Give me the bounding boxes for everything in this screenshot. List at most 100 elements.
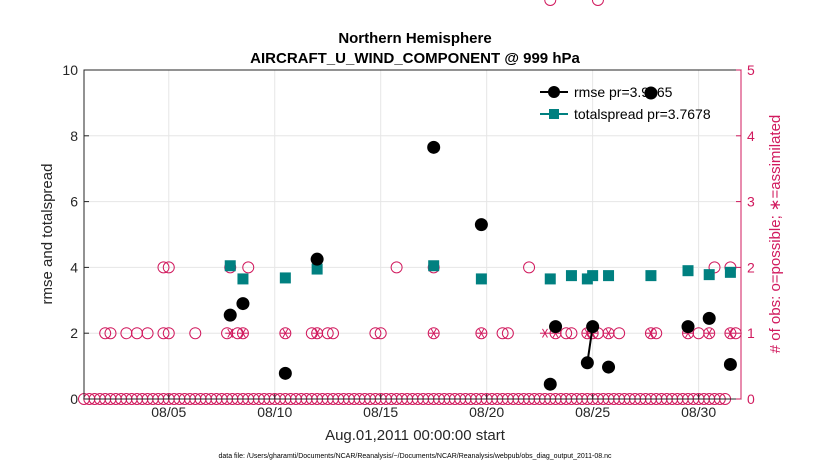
obs-possible-point [141,327,154,340]
asterisk-stroke [706,328,713,338]
asterisk-stroke [282,328,289,338]
rmse-point [586,320,600,334]
x-tick-label: 08/10 [257,404,292,420]
legend-rmse-label: rmse pr=3.9165 [574,84,673,100]
obs-assimilated-point [428,328,439,338]
obs-assimilated-point [280,328,291,338]
rmse-point [681,320,695,334]
chart-subtitle: AIRCRAFT_U_WIND_COMPONENT @ 999 hPa [250,50,580,67]
totalspread-point [224,260,236,272]
totalspread-point [682,265,694,277]
rmse-point [580,356,594,370]
asterisk-stroke [430,328,437,338]
x-tick-label: 08/20 [469,404,504,420]
obs-possible-point [560,327,573,340]
asterisk-stroke [227,328,234,338]
footnote: data file: /Users/gharamti/Documents/NCA… [218,453,612,460]
obs-assimilated-series [225,328,736,338]
obs-possible-point [321,327,334,340]
rmse-point [602,360,616,374]
obs-assimilated-point [476,328,487,338]
y2-axis-ticks: 0 1 2 3 4 5 [736,62,755,407]
totalspread-point [475,273,487,285]
totalspread-point [311,263,323,275]
totalspread-point [645,270,657,282]
y-axis-label: rmse and totalspread [39,164,56,305]
obs-possible-point [427,327,440,340]
rmse-point [278,366,292,380]
y2-tick-label: 4 [747,128,755,144]
x-axis-ticks: 08/05 08/10 08/15 08/20 08/25 08/30 [151,394,716,420]
rmse-point [310,252,324,266]
obs-possible-point [390,261,403,274]
obs-assimilated-point [645,328,656,338]
y-tick-label: 4 [70,259,78,275]
rmse-point [723,357,737,371]
x-axis-label: Aug.01,2011 00:00:00 start [325,427,506,444]
rmse-point [549,320,563,334]
obs-assimilated-point [312,328,323,338]
obs-possible-point [162,327,175,340]
obs-possible-point [242,261,255,274]
obs-assimilated-point [603,328,614,338]
obs-possible-point [104,327,117,340]
obs-possible-point [162,261,175,274]
obs-possible-point [157,261,170,274]
obs-possible-point [475,327,488,340]
rmse-point [644,86,658,100]
rmse-point [427,140,441,154]
obs-possible-point [189,327,202,340]
obs-possible-point [157,327,170,340]
asterisk-stroke [727,328,734,338]
legend-totalspread-marker [549,109,559,119]
totalspread-point [279,272,291,284]
obs-possible-point [236,327,249,340]
obs-assimilated-point [539,328,550,338]
rmse-point [236,297,250,311]
y2-tick-label: 2 [747,259,755,275]
x-tick-label: 08/15 [363,404,398,420]
totalspread-point [565,270,577,282]
totalspread-point [587,270,599,282]
obs-possible-point [644,327,657,340]
asterisk-stroke [314,328,321,338]
legend: rmse pr=3.9165 totalspread pr=3.7678 [540,84,711,122]
x-tick-label: 08/05 [151,404,186,420]
legend-totalspread-label: totalspread pr=3.7678 [574,106,711,122]
asterisk-stroke [240,328,246,338]
chart-title: Northern Hemisphere [338,30,491,47]
obs-possible-point [565,327,578,340]
totalspread-point [544,273,556,285]
obs-possible-point [369,327,382,340]
obs-assimilated-point [704,328,715,338]
rmse-point [702,311,716,325]
totalspread-point [237,273,249,285]
asterisk-stroke [478,328,485,338]
y-axis-ticks: 0 2 4 6 8 10 [62,62,89,407]
rmse-point [543,377,557,391]
obs-possible-point [544,0,557,6]
obs-assimilated-point [225,328,236,338]
y-tick-label: 2 [70,325,78,341]
asterisk-stroke [647,328,654,338]
obs-possible-point [496,327,509,340]
obs-possible-point [501,327,514,340]
rmse-point [474,218,488,232]
y-tick-label: 6 [70,194,78,210]
asterisk-stroke [605,328,612,338]
series-markers [223,86,737,391]
x-tick-label: 08/30 [681,404,716,420]
obs-possible-point [99,327,112,340]
legend-rmse-marker [548,86,560,98]
totalspread-point [703,269,715,281]
obs-possible-point [613,327,626,340]
y2-tick-label: 5 [747,62,755,78]
asterisk-stroke [542,328,548,338]
obs-assimilated-point [725,328,736,338]
x-tick-label: 08/25 [575,404,610,420]
totalspread-point [428,260,440,272]
rmse-point [223,308,237,322]
obs-possible-point [327,327,340,340]
y-tick-label: 10 [62,62,78,78]
